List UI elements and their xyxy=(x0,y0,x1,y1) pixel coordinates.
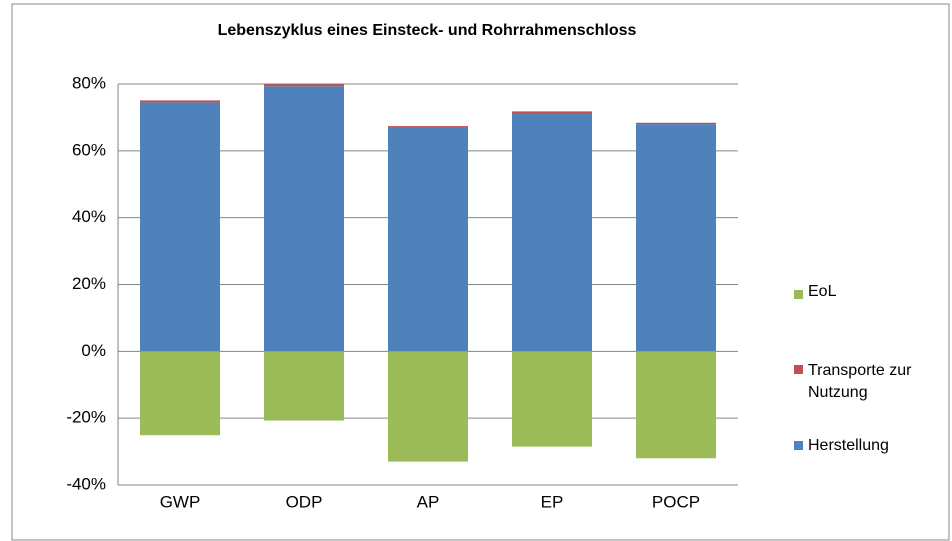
bar-segment xyxy=(636,124,716,352)
legend-swatch xyxy=(794,441,803,450)
bar-segment xyxy=(636,351,716,459)
bar-segment xyxy=(264,84,344,87)
legend-label: EoL xyxy=(808,283,837,300)
bar-segment xyxy=(636,122,716,125)
y-tick-label: -20% xyxy=(66,408,106,427)
bar-segment xyxy=(388,126,468,128)
y-tick-label: 20% xyxy=(72,274,106,293)
bar-segment xyxy=(140,100,220,103)
bar-segment xyxy=(140,102,220,352)
bar-segment xyxy=(264,86,344,352)
y-tick-label: 60% xyxy=(72,140,106,159)
legend-label: Herstellung xyxy=(808,437,889,454)
bar-segment xyxy=(264,351,344,421)
legend-swatch xyxy=(794,365,803,374)
bar-segment xyxy=(512,111,592,115)
legend-swatch xyxy=(794,290,803,299)
bar-segment xyxy=(140,351,220,436)
chart-title: Lebenszyklus eines Einsteck- und Rohrrah… xyxy=(218,22,637,39)
x-tick-label: GWP xyxy=(160,492,201,511)
bar-segment xyxy=(388,127,468,352)
bar-segment xyxy=(512,114,592,352)
y-tick-label: -40% xyxy=(66,474,106,493)
legend-label: Transporte zur Nutzung xyxy=(808,362,912,401)
x-tick-label: POCP xyxy=(652,492,700,511)
x-tick-label: ODP xyxy=(286,492,323,511)
y-tick-label: 80% xyxy=(72,73,106,92)
x-tick-label: AP xyxy=(417,492,440,511)
x-tick-label: EP xyxy=(541,492,564,511)
y-tick-label: 0% xyxy=(81,341,106,360)
bar-segment xyxy=(512,351,592,447)
bar-segment xyxy=(388,351,468,462)
y-tick-label: 40% xyxy=(72,207,106,226)
